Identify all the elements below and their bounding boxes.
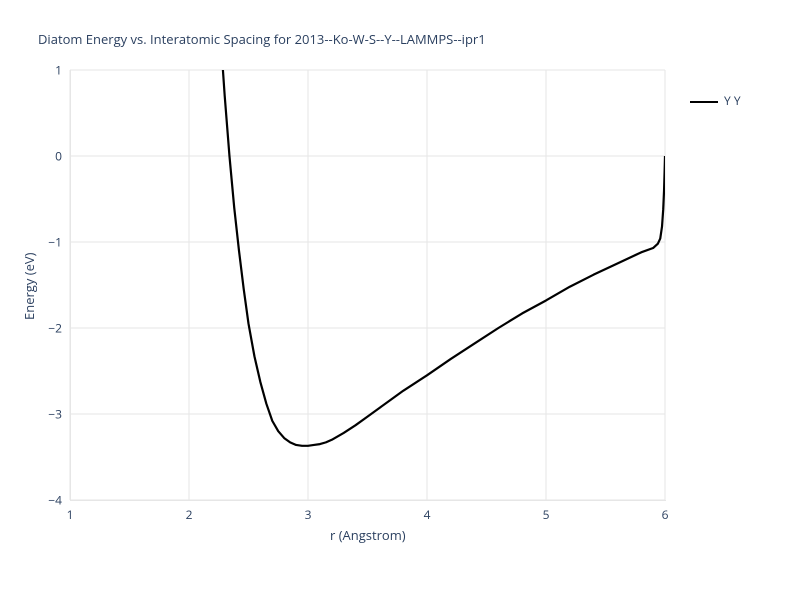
- x-tick-label: 4: [424, 506, 431, 523]
- x-tick-label: 1: [67, 506, 74, 523]
- y-tick-label: −1: [48, 234, 62, 251]
- legend-label: Y Y: [724, 92, 741, 109]
- x-tick-label: 2: [186, 506, 193, 523]
- y-tick-label: 1: [55, 62, 62, 79]
- chart-svg: [0, 0, 800, 600]
- y-tick-label: −4: [48, 492, 62, 509]
- series-line: [215, 0, 665, 446]
- y-tick-label: −2: [48, 320, 62, 337]
- x-tick-label: 6: [662, 506, 669, 523]
- y-tick-label: 0: [55, 148, 62, 165]
- y-tick-label: −3: [48, 406, 62, 423]
- chart-container: Diatom Energy vs. Interatomic Spacing fo…: [0, 0, 800, 600]
- legend: Y Y: [690, 92, 741, 109]
- legend-swatch: [690, 101, 718, 103]
- x-tick-label: 3: [305, 506, 312, 523]
- x-tick-label: 5: [543, 506, 550, 523]
